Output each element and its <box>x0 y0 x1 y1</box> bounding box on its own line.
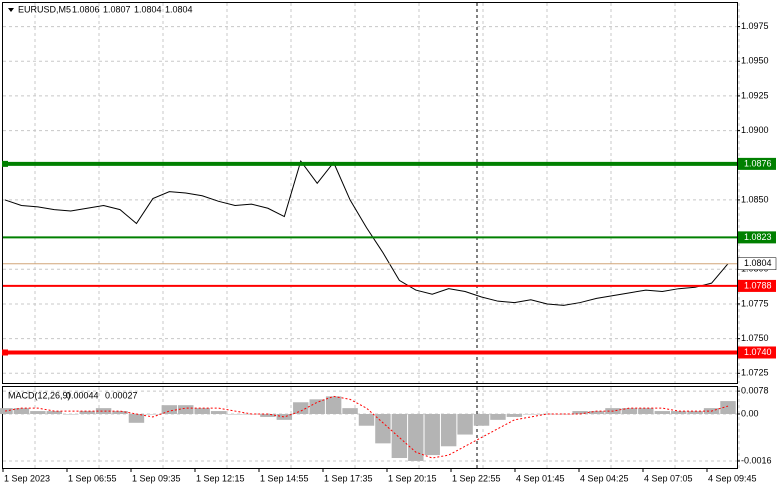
x-tick-label: 4 Sep 09:45 <box>708 473 757 483</box>
x-tick-label: 1 Sep 09:35 <box>132 473 181 483</box>
y-tick-label: 1.0925 <box>741 90 769 100</box>
x-tick-label: 1 Sep 20:15 <box>388 473 437 483</box>
y-tick-label: 0.0078 <box>741 385 769 395</box>
y-tick-label: 1.0725 <box>741 368 769 378</box>
macd-bar <box>621 408 638 414</box>
y-tick-label: 1.0900 <box>741 125 769 135</box>
macd-bar <box>178 405 194 414</box>
macd-title: MACD(12,26,9) <box>8 390 71 400</box>
y-tick-label: 1.0850 <box>741 194 769 204</box>
y-tick-label: -0.0016 <box>741 455 772 465</box>
macd-bar <box>309 399 325 414</box>
level-label: 1.0876 <box>744 158 772 168</box>
main-panel <box>2 2 738 384</box>
x-tick-label: 1 Sep 14:55 <box>260 473 309 483</box>
menu-arrow[interactable] <box>8 8 14 12</box>
y-tick-label: 0.00 <box>741 408 759 418</box>
macd-bar <box>79 411 95 414</box>
macd-bar <box>194 408 210 414</box>
labels: EURUSD,M5 MACD(12,26,9) 1.0806 1.0807 1.08… <box>4 4 777 483</box>
macd-bar <box>227 414 243 415</box>
current-price-label: 1.0804 <box>744 258 772 268</box>
x-tick-label: 1 Sep 17:35 <box>324 473 373 483</box>
level-label: 1.0823 <box>744 232 772 242</box>
macd-bar <box>424 414 440 456</box>
y-tick-label: 1.0750 <box>741 333 769 343</box>
macd-bar <box>654 411 670 414</box>
macd-bar <box>588 411 605 414</box>
macd-bar <box>391 414 408 459</box>
ohlc-value: 1.0804 <box>165 4 193 14</box>
current-price-label-bg <box>737 257 777 270</box>
macd-bar <box>473 414 490 426</box>
level-label: 1.0740 <box>744 347 772 357</box>
level-handle <box>2 160 8 167</box>
level-handle <box>2 349 8 356</box>
macd-bar <box>13 408 30 414</box>
macd-bar <box>440 414 457 447</box>
macd-bar <box>638 408 654 414</box>
macd-bar <box>145 414 161 415</box>
macd-bar <box>523 414 539 415</box>
macd-bar <box>46 411 63 414</box>
macd-value: 0.00044 <box>66 390 99 400</box>
macd-bar <box>506 414 523 417</box>
level-label-bg <box>738 279 776 292</box>
x-tick-label: 4 Sep 07:05 <box>644 473 693 483</box>
macd-bar <box>457 414 473 435</box>
macd-bar <box>293 402 309 414</box>
macd-bar <box>128 414 145 423</box>
macd-bar <box>555 414 572 415</box>
y-tick-label: 1.0775 <box>741 298 769 308</box>
macd-bar <box>670 411 687 414</box>
price-line <box>4 159 729 306</box>
level-label: 1.0788 <box>744 280 772 290</box>
macd-bar <box>408 414 424 461</box>
macd-bar <box>358 414 375 426</box>
ohlc-value: 1.0807 <box>103 4 131 14</box>
macd-bar <box>720 401 736 414</box>
macd-bar <box>95 408 112 414</box>
level-label-bg <box>738 231 776 244</box>
y-tick-label: 1.0950 <box>741 56 769 66</box>
level-label-bg <box>738 346 776 359</box>
macd-bar <box>260 414 276 417</box>
x-tick-label: 4 Sep 01:45 <box>516 473 565 483</box>
macd-bar <box>325 396 342 414</box>
x-tick-label: 1 Sep 22:55 <box>452 473 501 483</box>
signal-line <box>4 395 729 459</box>
macd-bar <box>210 411 227 414</box>
macd-bar <box>539 414 555 415</box>
macd-value: 0.00027 <box>105 390 138 400</box>
macd-bar <box>112 411 128 414</box>
symbol: EURUSD,M5 <box>18 4 71 14</box>
macd-bar <box>161 405 178 414</box>
level-label-bg <box>738 157 776 170</box>
x-tick-label: 1 Sep 2023 <box>4 473 50 483</box>
plot <box>0 159 737 461</box>
macd-bar <box>375 414 391 444</box>
macd-bar <box>687 411 703 414</box>
ohlc-value: 1.0806 <box>72 4 100 14</box>
macd-panel <box>2 386 738 469</box>
x-tick-label: 4 Sep 04:25 <box>580 473 629 483</box>
ohlc-value: 1.0804 <box>134 4 162 14</box>
x-tick-label: 1 Sep 12:15 <box>196 473 245 483</box>
x-tick-label: 1 Sep 06:55 <box>68 473 117 483</box>
macd-bar <box>276 414 293 420</box>
macd-bar <box>572 411 588 414</box>
macd-bar <box>490 414 506 420</box>
macd-bar <box>342 408 358 414</box>
macd-bar <box>30 411 46 414</box>
y-tick-label: 1.0975 <box>741 21 769 31</box>
macd-bar <box>63 414 79 415</box>
